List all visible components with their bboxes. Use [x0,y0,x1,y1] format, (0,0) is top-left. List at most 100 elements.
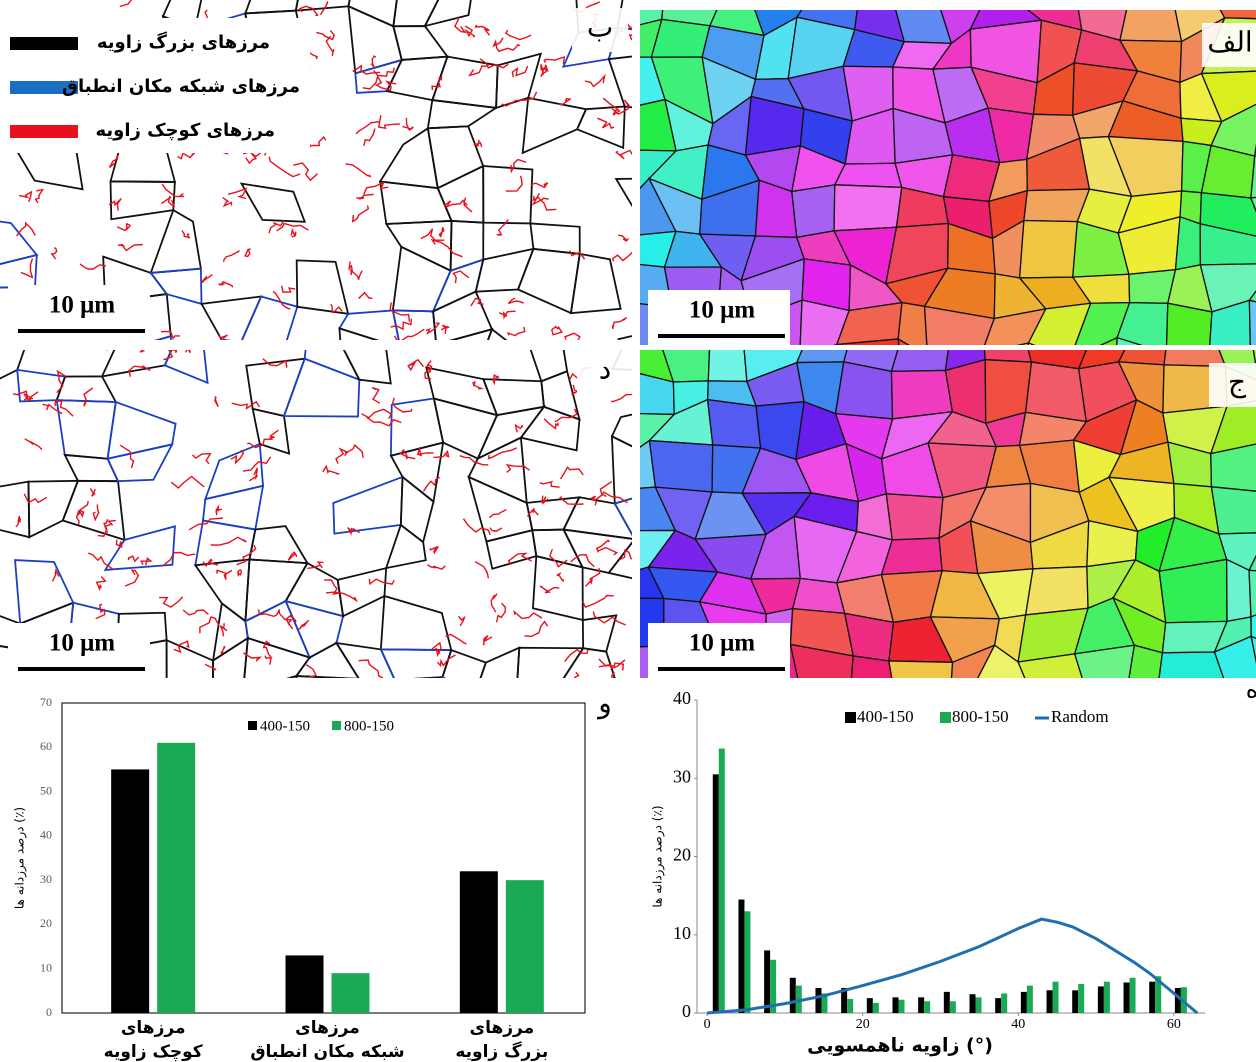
grain-boundary [384,523,427,570]
micrograph [0,0,632,340]
low-angle-boundary [564,332,581,340]
low-angle-boundary [117,243,143,252]
low-angle-boundary [399,448,416,460]
grain [799,299,851,345]
low-angle-boundary [487,447,518,460]
low-angle-boundary [272,290,291,310]
low-angle-boundary [474,24,491,36]
bar [1046,990,1053,1013]
y-tick-label: 10 [673,923,691,943]
low-angle-boundary [507,297,524,305]
grain-boundary [516,646,585,678]
low-angle-boundary [264,655,272,665]
low-angle-boundary [612,317,627,330]
grain [950,644,996,678]
bar [1078,984,1085,1013]
low-angle-boundary [363,128,376,146]
legend-label: 800-150 [344,718,394,734]
legend-swatch [248,721,257,730]
low-angle-boundary [23,493,48,504]
low-angle-boundary [188,517,223,531]
grain [796,697,850,732]
low-angle-boundary [539,480,560,488]
y-tick-label: 30 [673,766,691,786]
low-angle-boundary [505,464,530,473]
low-angle-boundary [541,495,549,505]
bar [789,977,796,1013]
low-angle-boundary [325,591,359,603]
low-angle-boundary [366,416,402,427]
grain-boundary [239,182,307,223]
low-angle-boundary [324,579,340,595]
low-angle-boundary [378,122,400,130]
bar [924,1001,931,1013]
grain-boundary [610,413,632,448]
legend-label: Random [1051,707,1109,726]
grain-boundary [342,350,392,385]
panel-label-background [572,8,628,52]
grain-boundary [294,641,360,678]
low-angle-boundary [236,544,257,566]
low-angle-boundary [595,539,610,553]
low-angle-boundary [344,444,364,458]
grain-boundary [282,357,361,418]
y-axis-title: درصد مرزدانه ها (٪) [651,805,666,907]
low-angle-boundary [601,491,628,504]
grain-boundary [106,443,174,483]
low-angle-boundary [87,552,115,571]
low-angle-boundary [163,350,178,361]
grain [1024,565,1089,616]
grain [648,439,714,493]
x-tick-label: مرزهای [121,1018,186,1038]
low-angle-boundary [628,34,632,41]
low-angle-boundary [97,518,109,537]
grain [706,398,762,449]
grain [1119,10,1183,43]
grain-boundary [441,675,446,678]
bar [841,987,848,1013]
low-angle-boundary [558,97,572,106]
grain [1158,651,1225,678]
grain [1210,486,1256,535]
low-angle-boundary [76,508,85,518]
low-angle-boundary [116,222,132,232]
low-angle-boundary [551,325,564,336]
x-tick-label: 20 [856,1017,870,1032]
legend-label: 400-150 [857,707,914,726]
grain-boundary [391,309,437,340]
low-angle-boundary [510,158,527,174]
line [706,917,1199,1015]
y-tick-label: 40 [40,828,52,842]
low-angle-boundary [598,662,625,671]
low-angle-boundary [436,654,456,668]
grain-boundary [241,295,299,340]
bar [975,997,982,1013]
grain-boundary [449,327,494,340]
bar [1001,993,1008,1013]
low-angle-boundary [16,221,36,237]
low-angle-boundary [363,181,389,195]
grain [1016,342,1030,345]
low-angle-boundary [373,67,395,77]
low-angle-boundary [564,648,589,663]
low-angle-boundary [474,560,490,579]
y-tick-label: 40 [673,688,691,708]
low-angle-boundary [368,578,395,586]
low-angle-boundary [285,614,297,626]
y-tick-label: 20 [673,845,691,865]
low-angle-boundary [140,557,153,566]
low-angle-boundary [433,449,450,459]
low-angle-boundary [202,558,219,568]
grain [703,686,741,728]
low-angle-boundary [452,270,470,284]
grain-boundary [607,541,632,580]
grain-boundary [57,684,107,739]
x-tick-label: بزرگ زاویه [455,1042,548,1062]
low-angle-boundary [185,350,191,354]
grain-boundary [212,636,249,678]
y-tick-label: 50 [40,783,52,797]
low-angle-boundary [438,227,445,238]
grain-boundary [103,525,176,571]
bar [157,742,196,1013]
low-angle-boundary [222,197,233,208]
